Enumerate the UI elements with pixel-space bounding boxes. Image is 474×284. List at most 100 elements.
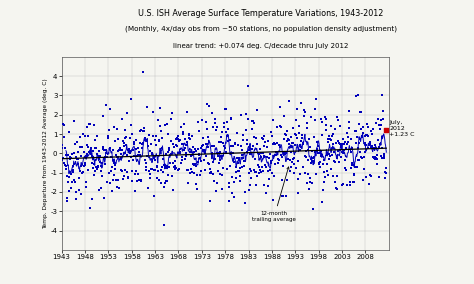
- Point: [380, 108, 387, 113]
- Point: [203, 119, 210, 124]
- Point: [294, 159, 301, 164]
- Point: [316, 165, 324, 170]
- Point: [282, 194, 289, 198]
- Point: [161, 163, 168, 168]
- Point: [346, 120, 353, 124]
- Point: [254, 142, 261, 146]
- Point: [120, 144, 128, 148]
- Point: [190, 145, 197, 149]
- Point: [137, 179, 145, 183]
- Point: [288, 159, 295, 164]
- Point: [355, 141, 363, 145]
- Point: [96, 160, 104, 164]
- Point: [88, 154, 96, 158]
- Point: [97, 186, 104, 190]
- Point: [192, 164, 200, 168]
- Point: [298, 145, 305, 149]
- Point: [67, 186, 74, 190]
- Point: [153, 164, 161, 168]
- Point: [66, 154, 74, 159]
- Point: [231, 141, 239, 146]
- Point: [371, 154, 379, 159]
- Point: [212, 189, 219, 193]
- Point: [81, 134, 88, 138]
- Point: [324, 140, 331, 144]
- Point: [312, 149, 319, 154]
- Point: [383, 127, 390, 132]
- Point: [301, 154, 309, 158]
- Point: [347, 137, 355, 141]
- Point: [155, 139, 163, 144]
- Point: [167, 152, 174, 156]
- Point: [346, 182, 354, 187]
- Point: [240, 164, 248, 168]
- Point: [292, 166, 300, 170]
- Point: [237, 144, 245, 149]
- Point: [160, 185, 168, 190]
- Point: [267, 161, 274, 165]
- Point: [259, 137, 266, 142]
- Point: [93, 134, 101, 138]
- Point: [208, 144, 216, 149]
- Point: [316, 160, 324, 165]
- Point: [257, 151, 264, 155]
- Point: [105, 127, 113, 132]
- Point: [344, 135, 352, 139]
- Point: [238, 164, 246, 169]
- Point: [353, 135, 361, 139]
- Point: [304, 148, 311, 152]
- Y-axis label: Temp. Departure from 1943-2012 Average (deg. C): Temp. Departure from 1943-2012 Average (…: [43, 78, 48, 229]
- Point: [94, 164, 101, 168]
- Point: [308, 149, 315, 153]
- Point: [380, 152, 387, 156]
- Point: [284, 137, 292, 141]
- Point: [253, 107, 261, 112]
- Point: [109, 148, 117, 153]
- Point: [205, 145, 212, 150]
- Point: [103, 179, 111, 184]
- Point: [124, 170, 131, 174]
- Point: [328, 134, 336, 138]
- Point: [123, 111, 130, 115]
- Point: [59, 122, 66, 126]
- Point: [326, 134, 333, 139]
- Point: [199, 143, 207, 147]
- Point: [300, 141, 307, 146]
- Point: [219, 166, 227, 170]
- Point: [369, 145, 376, 150]
- Point: [374, 117, 382, 122]
- Point: [306, 145, 313, 150]
- Point: [165, 147, 173, 152]
- Point: [180, 132, 187, 136]
- Point: [248, 118, 255, 123]
- Point: [305, 137, 313, 141]
- Point: [252, 170, 259, 174]
- Point: [330, 159, 338, 164]
- Point: [286, 158, 293, 162]
- Point: [360, 178, 367, 182]
- Point: [74, 157, 82, 162]
- Point: [347, 165, 355, 170]
- Point: [186, 136, 193, 141]
- Point: [337, 142, 344, 146]
- Point: [113, 126, 120, 131]
- Point: [364, 125, 372, 130]
- Point: [79, 132, 87, 137]
- Point: [96, 154, 104, 158]
- Point: [370, 154, 377, 159]
- Point: [228, 115, 235, 120]
- Point: [272, 149, 280, 154]
- Point: [214, 181, 221, 186]
- Point: [164, 132, 171, 137]
- Point: [318, 117, 325, 122]
- Point: [223, 134, 230, 139]
- Point: [370, 146, 378, 150]
- Point: [319, 188, 327, 192]
- Point: [319, 161, 327, 166]
- Point: [162, 166, 170, 171]
- Point: [294, 191, 302, 195]
- Point: [274, 161, 282, 166]
- Point: [217, 140, 225, 145]
- Point: [377, 118, 385, 122]
- Point: [361, 134, 369, 139]
